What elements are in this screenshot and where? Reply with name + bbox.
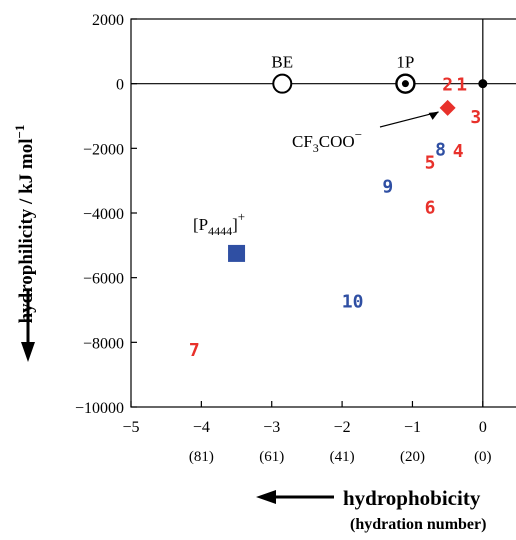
- cation-label-sub: 4444: [208, 224, 232, 238]
- data-point-label: 5: [425, 152, 436, 173]
- data-point-label: 9: [382, 177, 393, 198]
- y-axis-label-text: hydrophilicity / kJ mol: [16, 138, 37, 323]
- data-point-label: 4: [453, 141, 464, 162]
- y-tick-label: 2000: [92, 12, 124, 29]
- y-tick-label: 0: [116, 77, 124, 94]
- y-axis-arrow-head: [21, 342, 35, 362]
- x-subtick-label: (61): [259, 449, 284, 465]
- y-tick-label: −4000: [83, 206, 124, 223]
- x-tick-label: −3: [263, 419, 280, 436]
- anion-label-sup: −: [355, 127, 362, 142]
- anion-annotation: CF3COO−: [292, 111, 439, 155]
- y-tick-label: −8000: [83, 335, 124, 352]
- x-axis-label: hydrophobicity: [343, 486, 481, 510]
- cation-label-main: [P: [193, 215, 208, 234]
- anion-label-sub: 3: [313, 141, 319, 155]
- data-point-label: 1: [456, 75, 467, 96]
- x-axis-sublabel: (hydration number): [350, 516, 486, 533]
- x-subtick-label: (20): [400, 449, 425, 465]
- x-axis-ticks: −5 −4 −3 −2 −1 0 (81) (61) (41) (20) (0): [122, 401, 492, 465]
- data-point-label: 2: [442, 75, 453, 96]
- y-tick-label: −6000: [83, 271, 124, 288]
- y-axis-label-sup: −1: [12, 125, 27, 139]
- reference-marker-origin-dot: [478, 79, 488, 89]
- anion-arrow: [379, 111, 439, 128]
- y-axis-label: hydrophilicity / kJ mol−1: [12, 125, 37, 324]
- x-tick-label: −4: [193, 419, 210, 436]
- reference-label: 1P: [396, 53, 414, 72]
- reference-marker-open-circle: [272, 73, 293, 94]
- anion-label-mid: COO: [319, 132, 355, 151]
- data-point-label: 3: [470, 107, 481, 128]
- y-tick-label: −2000: [83, 141, 124, 158]
- cation-square-marker: [228, 244, 246, 262]
- x-tick-label: 0: [479, 419, 487, 436]
- cation-label-sup: +: [238, 209, 245, 224]
- data-point-label: 6: [425, 198, 436, 219]
- x-tick-label: −2: [334, 419, 351, 436]
- reference-label: BE: [271, 53, 293, 72]
- x-subtick-label: (0): [474, 449, 492, 465]
- reference-markers: BE 1P: [271, 53, 488, 94]
- y-tick-label: −10000: [75, 400, 124, 417]
- anion-label: CF3COO−: [292, 127, 362, 155]
- anion-arrowhead: [428, 111, 439, 120]
- y-axis-ticks: 2000 0 −2000 −4000 −6000 −8000 −10000: [75, 12, 137, 417]
- cation-label: [P4444]+: [193, 209, 245, 238]
- x-tick-label: −5: [122, 419, 139, 436]
- x-axis-arrow-head: [256, 490, 276, 504]
- x-tick-label: −1: [404, 419, 421, 436]
- data-point-label: 7: [189, 340, 200, 361]
- data-point-label: 8: [435, 139, 446, 160]
- anion-label-main: CF: [292, 132, 313, 151]
- x-subtick-label: (81): [189, 449, 214, 465]
- cation-label-end: ]: [232, 215, 238, 234]
- anion-diamond-marker: [439, 99, 456, 116]
- x-subtick-label: (41): [330, 449, 355, 465]
- data-point-label: 10: [342, 291, 364, 312]
- reference-marker-bullseye-center: [401, 80, 409, 88]
